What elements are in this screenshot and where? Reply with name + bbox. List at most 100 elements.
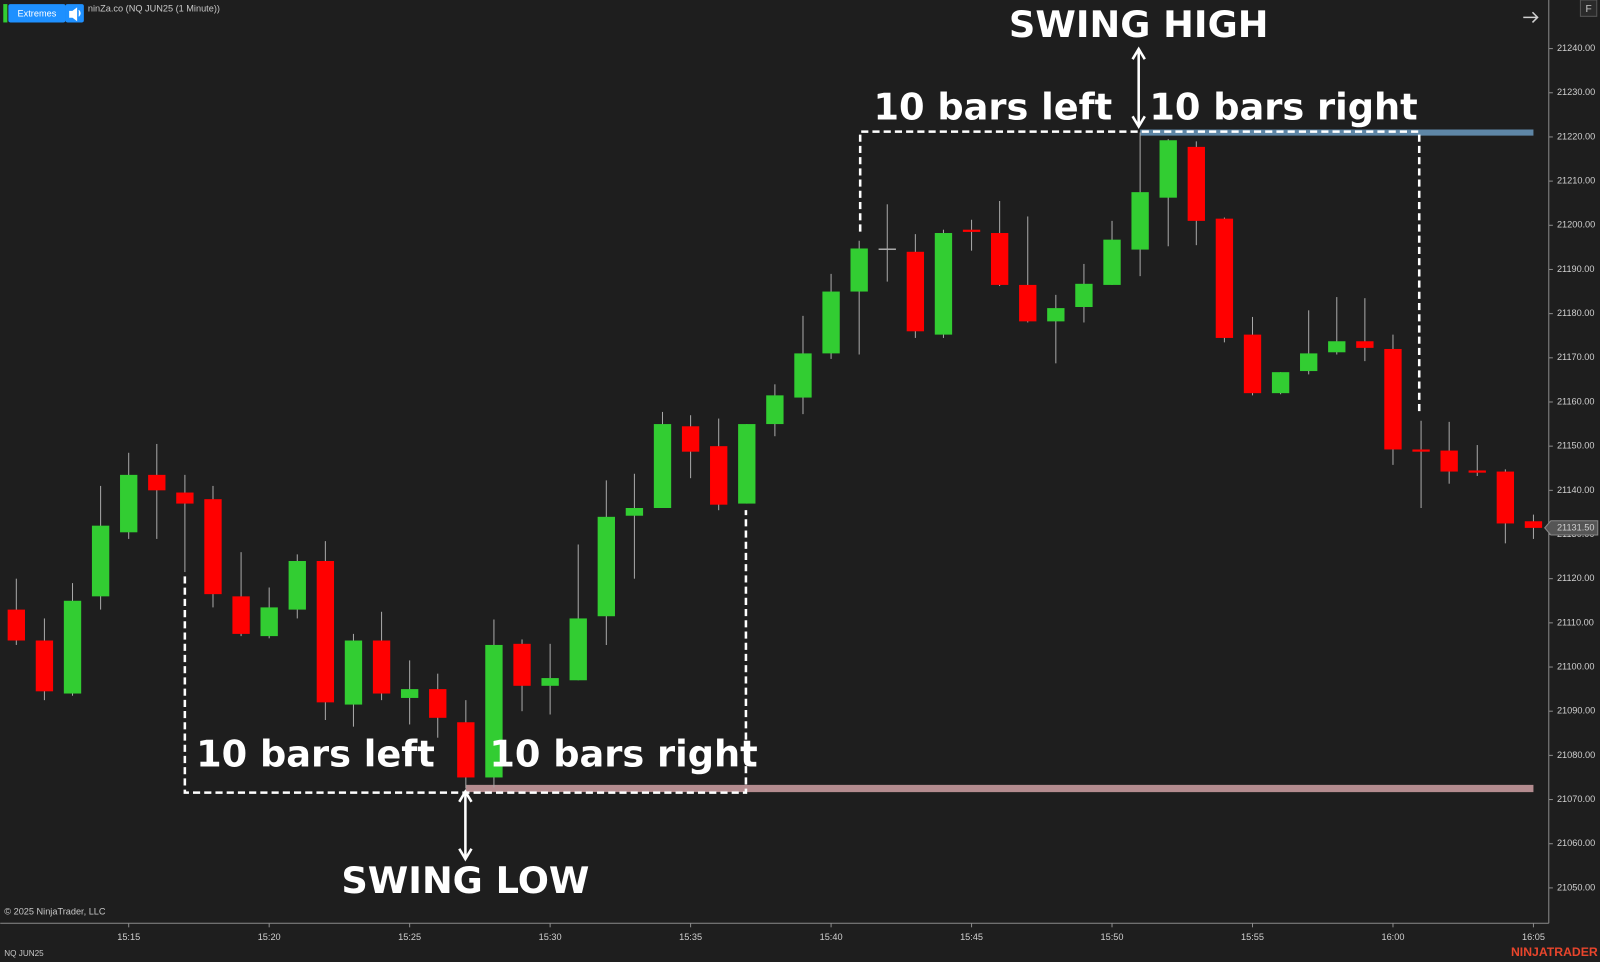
candle-body: [1103, 239, 1121, 285]
logo: NINJATRADER: [1511, 945, 1598, 959]
x-tick-label: 15:35: [679, 932, 702, 942]
copyright: © 2025 NinjaTrader, LLC: [4, 906, 106, 916]
candle-body: [260, 607, 278, 637]
candle-body: [569, 618, 587, 681]
swing-high-arrow: [1131, 46, 1146, 129]
y-tick-label: 21070.00: [1557, 794, 1595, 804]
candle-body: [1159, 140, 1177, 198]
y-tick-label: 21180.00: [1557, 308, 1595, 318]
candle-body: [1019, 284, 1037, 322]
candle-body: [1440, 450, 1458, 472]
y-tick-label: 21060.00: [1557, 838, 1595, 848]
candle-body: [344, 640, 363, 705]
candle-body: [35, 640, 54, 692]
x-tick-label: 16:05: [1522, 932, 1545, 942]
candle-body: [176, 492, 194, 504]
y-tick-label: 21240.00: [1557, 43, 1595, 53]
candle-body: [906, 251, 925, 332]
annotation: 10 bars right: [1149, 86, 1417, 129]
x-tick-label: 15:30: [539, 932, 562, 942]
status-strip: [3, 4, 8, 23]
candle-body: [738, 424, 756, 504]
candle-body: [1215, 218, 1234, 338]
indicator-button-label[interactable]: Extremes: [18, 9, 57, 19]
candle-body: [1412, 449, 1430, 452]
annotation: 10 bars left: [873, 86, 1112, 129]
candle-body: [513, 643, 531, 686]
indicator-button[interactable]: [8, 4, 66, 23]
y-tick-label: 21090.00: [1557, 706, 1595, 716]
candle-body: [541, 678, 559, 686]
candle-body: [232, 596, 250, 634]
candle-body: [1384, 348, 1402, 450]
candle-body: [1356, 341, 1374, 348]
candle-body: [1131, 192, 1149, 250]
x-tick-label: 15:25: [398, 932, 421, 942]
x-tick-label: 15:45: [960, 932, 983, 942]
sound-icon: [69, 7, 81, 22]
instrument: NQ JUN25: [4, 949, 44, 958]
y-tick-label: 21200.00: [1557, 220, 1595, 230]
y-tick-label: 21110.00: [1557, 617, 1594, 627]
candle-body: [120, 474, 138, 533]
x-tick-label: 15:50: [1101, 932, 1124, 942]
candle-body: [990, 233, 1009, 285]
candle-body: [1468, 470, 1486, 473]
annotation: SWING HIGH: [1009, 3, 1269, 46]
candle-body: [63, 600, 82, 694]
candle-body: [485, 644, 503, 778]
candle-body: [934, 233, 953, 335]
candle-body: [710, 446, 728, 505]
candle-body: [681, 426, 700, 452]
candle-body: [400, 689, 419, 698]
candle-body: [850, 248, 868, 292]
candle-body: [794, 353, 812, 398]
y-tick-label: 21230.00: [1557, 87, 1595, 97]
f-button[interactable]: [1579, 0, 1598, 17]
chart-title: ninZa.co (NQ JUN25 (1 Minute)): [88, 4, 220, 14]
swing-low-arrow: [458, 789, 473, 862]
f-button-label[interactable]: F: [1585, 4, 1591, 15]
candle-body: [372, 640, 391, 694]
candle-body: [1300, 353, 1318, 372]
candle-body: [878, 248, 896, 251]
plot: [7, 129, 1543, 793]
candle-body: [625, 507, 644, 516]
annotation: 10 bars left: [196, 732, 435, 775]
y-tick-label: 21050.00: [1557, 882, 1595, 892]
y-tick-label: 21120.00: [1557, 573, 1595, 583]
x-tick-label: 16:00: [1381, 932, 1404, 942]
candle-body: [316, 561, 335, 703]
x-tick-label: 15:15: [117, 932, 140, 942]
scroll-arrow[interactable]: [1523, 11, 1539, 23]
candle-body: [7, 609, 25, 641]
y-tick-label: 21100.00: [1557, 661, 1595, 671]
candle-body: [822, 291, 840, 354]
y-tick-label: 21220.00: [1557, 131, 1595, 141]
candle-body: [1496, 471, 1515, 524]
candle-body: [1271, 372, 1290, 394]
y-tick-label: 21210.00: [1557, 176, 1595, 186]
candle-body: [457, 722, 475, 778]
candle-body: [1328, 341, 1346, 353]
candle-body: [962, 229, 981, 232]
candle-body: [1075, 283, 1093, 308]
last-price-label: 21131.50: [1557, 522, 1595, 532]
candle-body: [148, 474, 166, 491]
candle-body: [204, 499, 222, 595]
annotation: 10 bars right: [489, 732, 757, 775]
candle-body: [766, 395, 784, 425]
candle-body: [429, 689, 447, 718]
candle-body: [1187, 146, 1205, 221]
annotation: SWING LOW: [341, 859, 589, 902]
swing-high-box: [858, 130, 1421, 412]
last-price-marker: [1544, 520, 1599, 536]
candle-body: [1047, 308, 1065, 322]
candle-body: [653, 424, 672, 508]
candle-body: [597, 516, 615, 617]
candle-body: [91, 525, 110, 597]
y-tick-label: 21150.00: [1557, 441, 1595, 451]
x-tick-label: 15:55: [1241, 932, 1264, 942]
